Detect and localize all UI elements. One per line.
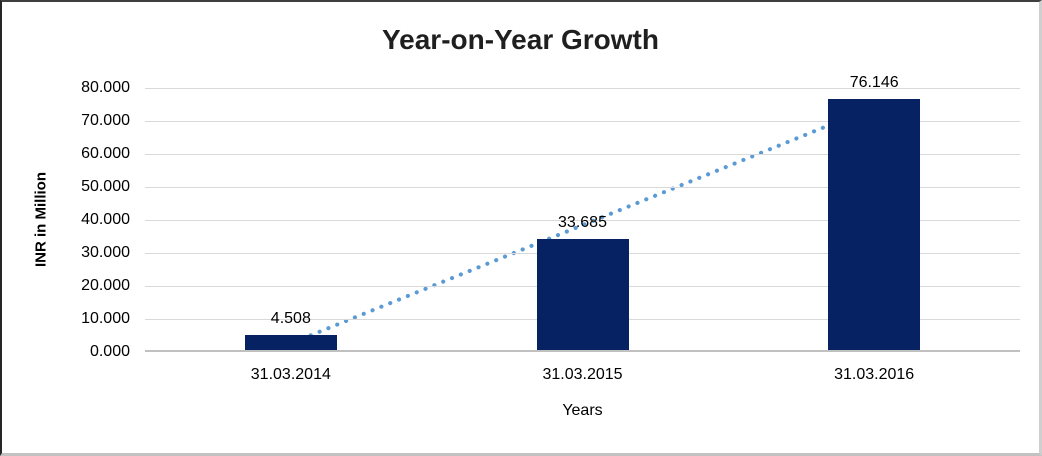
gridline: [145, 121, 1020, 122]
gridline: [145, 154, 1020, 155]
x-axis-category-labels: 31.03.2014 31.03.2015 31.03.2016: [145, 366, 1020, 386]
y-tick-label: 20.000: [81, 277, 130, 294]
y-tick-label: 40.000: [81, 211, 130, 228]
bar: [828, 98, 921, 350]
gridline: [145, 220, 1020, 221]
x-axis-title: Years: [562, 402, 603, 419]
bar-value-label: 4.508: [270, 310, 311, 328]
y-tick-label: 30.000: [81, 244, 130, 261]
y-tick-label: 10.000: [81, 310, 130, 327]
y-axis-tick-labels: 0.000 10.000 20.000 30.000 40.000 50.000 60.00…: [2, 79, 130, 360]
bar-value-label: 33.685: [558, 213, 607, 231]
y-tick-label: 0.000: [89, 343, 130, 360]
bar: [244, 335, 337, 350]
gridline: [145, 88, 1020, 89]
bar: [536, 238, 629, 350]
x-category-label: 31.03.2016: [834, 366, 915, 383]
gridline: [145, 187, 1020, 188]
y-tick-label: 60.000: [81, 145, 130, 162]
bar-value-label: 76.146: [849, 73, 899, 91]
plot-area: 4.508 33.685 76.146: [145, 74, 1020, 352]
y-tick-label: 50.000: [81, 178, 130, 195]
y-tick-label: 80.000: [81, 79, 130, 96]
x-category-label: 31.03.2015: [542, 366, 623, 383]
y-tick-label: 70.000: [81, 112, 130, 129]
x-category-label: 31.03.2014: [250, 366, 331, 383]
chart-title: Year-on-Year Growth: [382, 24, 659, 55]
